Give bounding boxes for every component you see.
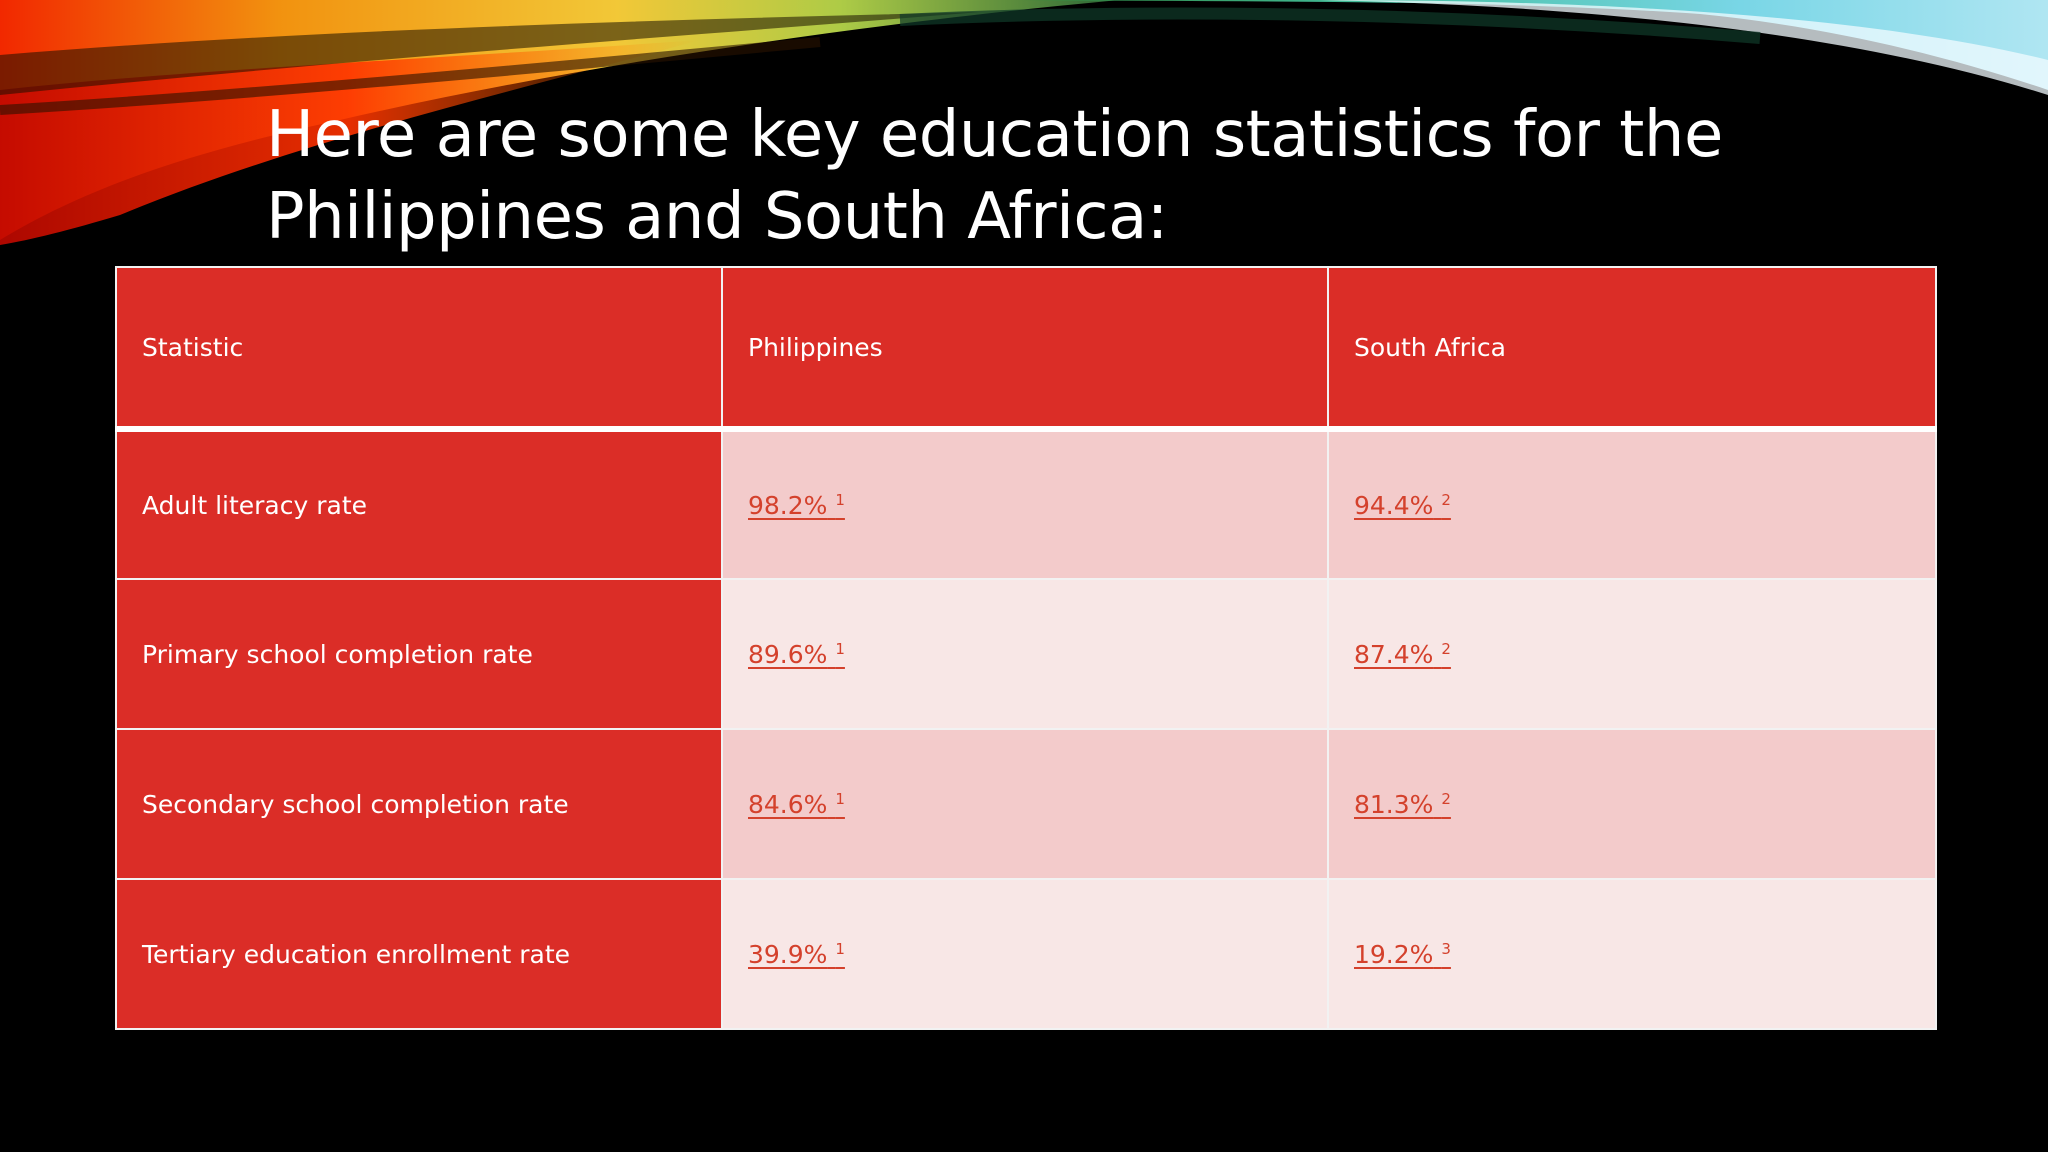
cell-south-africa: 87.4% 2 <box>1327 578 1937 730</box>
value-text: 19.2% <box>1354 939 1434 969</box>
footnote-ref: 2 <box>1441 789 1451 808</box>
cell-philippines: 84.6% 1 <box>721 728 1329 880</box>
column-header-south-africa: South Africa <box>1327 266 1937 432</box>
row-label: Primary school completion rate <box>115 578 723 730</box>
value-link[interactable]: 87.4% 2 <box>1354 640 1451 669</box>
footnote-ref: 2 <box>1441 490 1451 509</box>
education-statistics-table: Statistic Philippines South Africa Adult… <box>115 266 1937 1030</box>
table-header-row: Statistic Philippines South Africa <box>115 266 1937 432</box>
footnote-ref: 1 <box>835 639 845 658</box>
footnote-ref: 2 <box>1441 639 1451 658</box>
value-link[interactable]: 94.4% 2 <box>1354 491 1451 520</box>
table-row: Adult literacy rate 98.2% 1 94.4% 2 <box>115 428 1937 580</box>
footnote-ref: 1 <box>835 490 845 509</box>
column-header-statistic: Statistic <box>115 266 723 432</box>
table-row: Tertiary education enrollment rate 39.9%… <box>115 878 1937 1030</box>
decorative-swoosh-graphic <box>0 0 2048 245</box>
footnote-ref: 1 <box>835 789 845 808</box>
row-label: Secondary school completion rate <box>115 728 723 880</box>
value-text: 98.2% <box>748 490 828 520</box>
value-link[interactable]: 84.6% 1 <box>748 790 845 819</box>
value-text: 94.4% <box>1354 490 1434 520</box>
cell-philippines: 39.9% 1 <box>721 878 1329 1030</box>
cell-south-africa: 19.2% 3 <box>1327 878 1937 1030</box>
row-label: Tertiary education enrollment rate <box>115 878 723 1030</box>
value-text: 84.6% <box>748 789 828 819</box>
footnote-ref: 3 <box>1441 939 1451 958</box>
slide-title-line-1: Here are some key education statistics f… <box>266 98 1723 172</box>
table-row: Secondary school completion rate 84.6% 1… <box>115 728 1937 880</box>
slide-title-line-2: Philippines and South Africa: <box>266 180 1168 254</box>
footnote-ref: 1 <box>835 939 845 958</box>
cell-philippines: 89.6% 1 <box>721 578 1329 730</box>
value-link[interactable]: 98.2% 1 <box>748 491 845 520</box>
slide-title: Here are some key education statistics f… <box>266 94 1966 258</box>
row-label: Adult literacy rate <box>115 428 723 580</box>
value-text: 81.3% <box>1354 789 1434 819</box>
value-link[interactable]: 39.9% 1 <box>748 940 845 969</box>
cell-south-africa: 81.3% 2 <box>1327 728 1937 880</box>
value-link[interactable]: 89.6% 1 <box>748 640 845 669</box>
value-text: 87.4% <box>1354 639 1434 669</box>
value-text: 89.6% <box>748 639 828 669</box>
value-link[interactable]: 81.3% 2 <box>1354 790 1451 819</box>
value-text: 39.9% <box>748 939 828 969</box>
column-header-philippines: Philippines <box>721 266 1329 432</box>
table-row: Primary school completion rate 89.6% 1 8… <box>115 578 1937 730</box>
cell-philippines: 98.2% 1 <box>721 428 1329 580</box>
value-link[interactable]: 19.2% 3 <box>1354 940 1451 969</box>
cell-south-africa: 94.4% 2 <box>1327 428 1937 580</box>
